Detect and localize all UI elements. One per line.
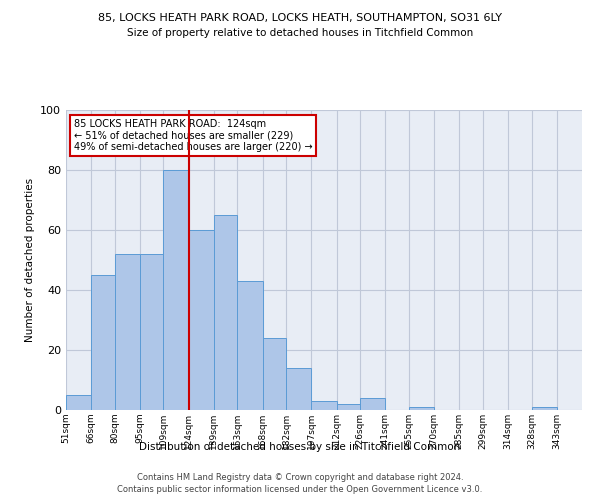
- Text: Contains public sector information licensed under the Open Government Licence v3: Contains public sector information licen…: [118, 485, 482, 494]
- Bar: [409, 407, 434, 410]
- Bar: [214, 215, 238, 410]
- Bar: [66, 395, 91, 410]
- Bar: [91, 275, 115, 410]
- Text: 85 LOCKS HEATH PARK ROAD:  124sqm
← 51% of detached houses are smaller (229)
49%: 85 LOCKS HEATH PARK ROAD: 124sqm ← 51% o…: [74, 119, 313, 152]
- Text: Distribution of detached houses by size in Titchfield Common: Distribution of detached houses by size …: [139, 442, 461, 452]
- Y-axis label: Number of detached properties: Number of detached properties: [25, 178, 35, 342]
- Bar: [337, 404, 360, 410]
- Bar: [238, 281, 263, 410]
- Bar: [140, 254, 163, 410]
- Bar: [311, 401, 337, 410]
- Bar: [263, 338, 286, 410]
- Bar: [163, 170, 188, 410]
- Text: 85, LOCKS HEATH PARK ROAD, LOCKS HEATH, SOUTHAMPTON, SO31 6LY: 85, LOCKS HEATH PARK ROAD, LOCKS HEATH, …: [98, 12, 502, 22]
- Bar: [188, 230, 214, 410]
- Text: Size of property relative to detached houses in Titchfield Common: Size of property relative to detached ho…: [127, 28, 473, 38]
- Bar: [286, 368, 311, 410]
- Bar: [360, 398, 385, 410]
- Text: Contains HM Land Registry data © Crown copyright and database right 2024.: Contains HM Land Registry data © Crown c…: [137, 472, 463, 482]
- Bar: [532, 407, 557, 410]
- Bar: [115, 254, 140, 410]
